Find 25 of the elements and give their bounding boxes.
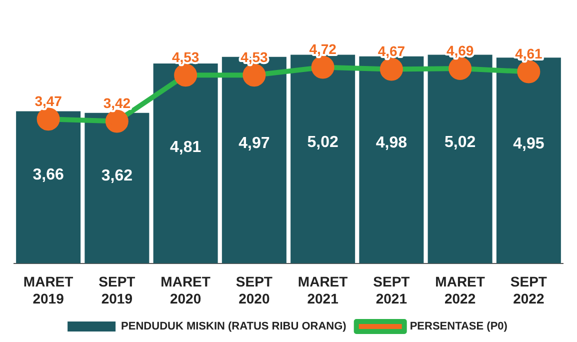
data-label: 4,72 — [309, 41, 337, 58]
data-label: 4,95 — [513, 135, 544, 152]
data-label: 4,81 — [170, 138, 202, 156]
data-label: 4,98 — [376, 134, 408, 152]
data-label: 5,02 — [444, 134, 476, 151]
legend-label: PERSENTASE (P0) — [410, 320, 508, 333]
data-label: 3,62 — [101, 168, 133, 185]
x-tick-label: MARET 2020 — [160, 274, 211, 306]
x-tick-label: SEPT 2019 — [98, 274, 136, 306]
x-tick-label: SEPT 2021 — [373, 274, 410, 306]
x-tick-label: SEPT 2022 — [510, 274, 548, 306]
data-label: 4,69 — [446, 42, 474, 58]
x-tick-label: MARET 2022 — [435, 274, 486, 306]
data-label: 4,53 — [172, 48, 200, 65]
data-label: 3,47 — [34, 93, 62, 110]
data-label: 5,02 — [307, 134, 338, 151]
data-label: 4,67 — [378, 43, 406, 60]
x-tick-label: MARET 2019 — [23, 274, 74, 306]
data-label: 3,42 — [103, 95, 131, 112]
data-label: 4,61 — [515, 46, 543, 62]
legend-label: PENDUDUK MISKIN (RATUS RIBU ORANG) — [121, 320, 347, 333]
data-label: 4,97 — [238, 134, 270, 152]
x-tick-label: SEPT 2020 — [236, 274, 273, 306]
data-label: 3,66 — [32, 166, 64, 184]
x-tick-label: MARET 2021 — [298, 274, 348, 306]
